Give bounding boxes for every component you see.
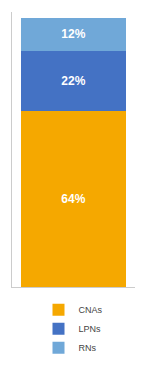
svg-text:12%: 12% (61, 27, 85, 41)
svg-text:64%: 64% (61, 192, 85, 206)
svg-text:RNs: RNs (79, 343, 97, 353)
svg-text:CNAs: CNAs (79, 305, 103, 315)
svg-text:22%: 22% (61, 74, 85, 88)
svg-text:LPNs: LPNs (79, 324, 102, 334)
